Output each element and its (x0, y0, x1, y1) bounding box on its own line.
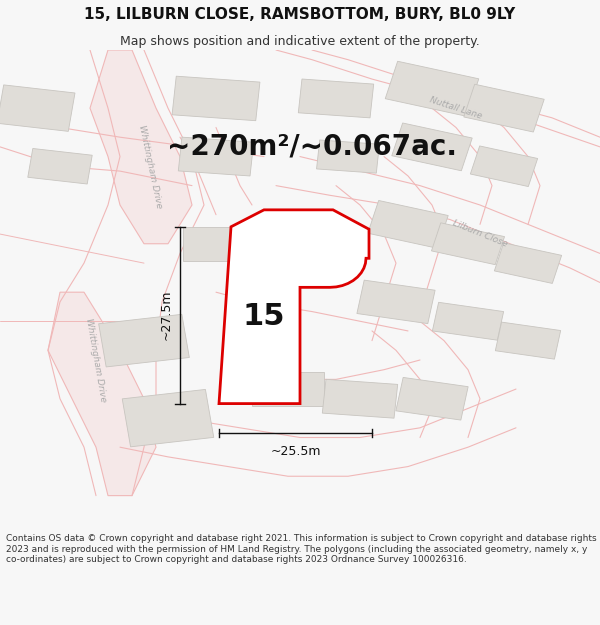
Bar (385, 61, 479, 116)
Text: 15, LILBURN CLOSE, RAMSBOTTOM, BURY, BL0 9LY: 15, LILBURN CLOSE, RAMSBOTTOM, BURY, BL0… (85, 8, 515, 22)
Polygon shape (48, 292, 156, 496)
Bar (470, 146, 538, 186)
Text: ~27.5m: ~27.5m (160, 290, 173, 341)
Text: Nuttall Lane: Nuttall Lane (428, 96, 484, 121)
Bar (464, 84, 544, 132)
Text: Lilburn Close: Lilburn Close (451, 219, 509, 249)
Bar (322, 379, 398, 418)
Text: Map shows position and indicative extent of the property.: Map shows position and indicative extent… (120, 35, 480, 48)
Bar (396, 378, 468, 420)
Bar (0, 85, 75, 131)
Bar (122, 389, 214, 447)
Bar (28, 149, 92, 184)
Bar (368, 201, 448, 248)
Bar (252, 372, 324, 406)
Bar (172, 76, 260, 121)
Text: ~270m²/~0.067ac.: ~270m²/~0.067ac. (167, 133, 457, 161)
Bar (431, 223, 505, 264)
Text: ~25.5m: ~25.5m (270, 445, 321, 458)
Polygon shape (219, 210, 369, 404)
Bar (494, 243, 562, 283)
Bar (317, 140, 379, 173)
Text: Whittingham Drive: Whittingham Drive (84, 318, 108, 402)
Bar (298, 79, 374, 118)
Text: Whittingham Drive: Whittingham Drive (137, 124, 163, 209)
Bar (433, 302, 503, 340)
Text: Contains OS data © Crown copyright and database right 2021. This information is : Contains OS data © Crown copyright and d… (6, 534, 596, 564)
Bar (183, 227, 249, 261)
Bar (178, 137, 254, 176)
Bar (392, 123, 472, 171)
Bar (357, 280, 435, 324)
Bar (98, 314, 190, 367)
Text: 15: 15 (243, 302, 285, 331)
Bar (496, 322, 560, 359)
Polygon shape (90, 50, 192, 244)
